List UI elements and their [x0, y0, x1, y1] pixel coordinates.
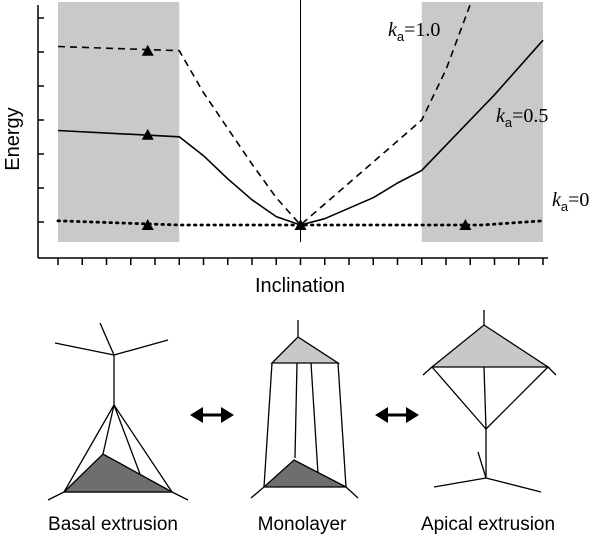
apical-extrusion-label: Apical extrusion	[421, 514, 555, 535]
double-arrow-left	[190, 407, 234, 423]
x-axis-label: Inclination	[255, 275, 345, 297]
series-label-subscript: a	[505, 115, 513, 130]
series-line-dashed	[57, 4, 471, 226]
series-label-dashed: ka=1.0	[388, 19, 440, 44]
double-arrow-right	[375, 407, 419, 423]
series-label-symbol: k	[496, 105, 506, 127]
shaded-region-2	[421, 2, 543, 242]
monolayer-diagram	[250, 320, 359, 499]
minimum-marker	[294, 219, 307, 230]
basal-extrusion-label: Basal extrusion	[48, 514, 178, 535]
series-line-solid	[57, 39, 544, 226]
series-marker-solid	[141, 128, 154, 140]
series-label-dotted: ka=0	[552, 189, 589, 214]
series-marker-dotted	[459, 219, 472, 230]
series-label-value: =0	[568, 189, 589, 211]
shaded-regions	[58, 2, 543, 242]
series-label-symbol: k	[552, 189, 562, 211]
series-label-value: =0.5	[512, 105, 548, 127]
x-ticks	[57, 258, 544, 265]
series-labels: ka=1.0ka=0.5ka=0	[388, 19, 589, 214]
series-label-value: =1.0	[404, 19, 440, 41]
series-label-subscript: a	[561, 199, 569, 214]
y-ticks	[38, 17, 44, 223]
series-marker-dashed	[141, 44, 154, 56]
series-marker-dotted	[141, 219, 154, 230]
series-label-subscript: a	[397, 29, 405, 44]
series-label-solid: ka=0.5	[496, 105, 548, 130]
energy-chart: Energy Inclination ka=1.0ka=0.5ka=0	[2, 0, 589, 297]
series-label-symbol: k	[388, 19, 398, 41]
basal-extrusion-diagram	[47, 322, 189, 501]
monolayer-label: Monolayer	[258, 514, 347, 535]
apical-extrusion-diagram	[422, 310, 557, 493]
y-axis-label: Energy	[2, 107, 24, 170]
series-markers	[141, 44, 472, 230]
shaded-region-1	[58, 2, 180, 242]
